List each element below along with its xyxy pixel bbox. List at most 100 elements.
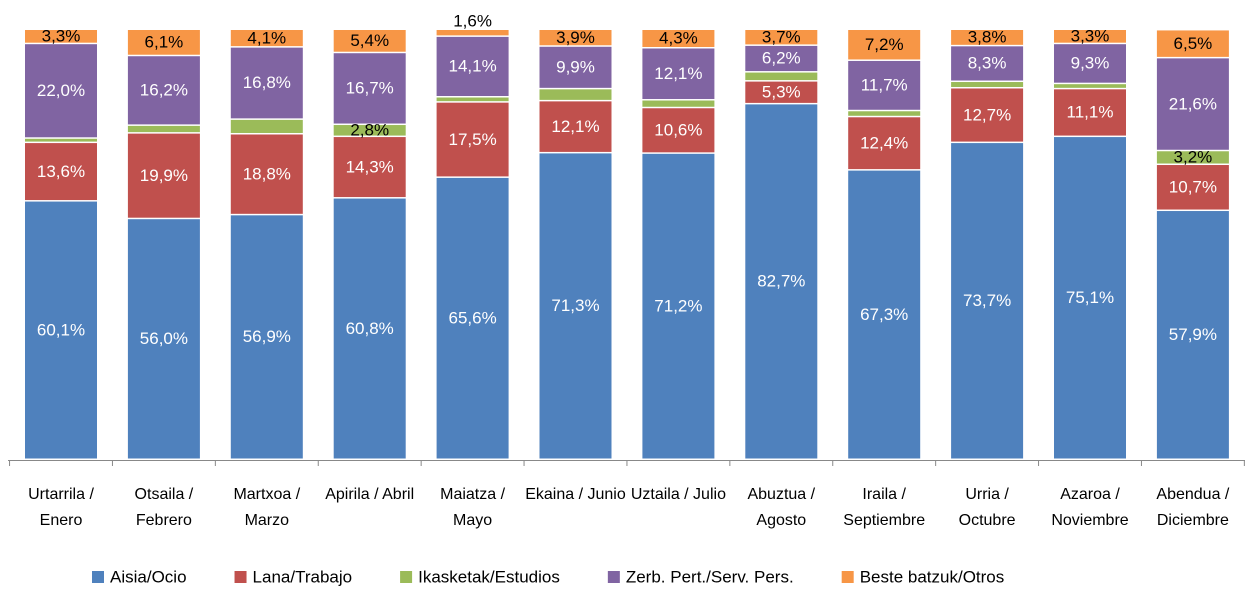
data-label: 4,3%: [659, 29, 698, 48]
bar-segment: [539, 30, 612, 46]
bar-segment: [539, 89, 612, 100]
data-label: 21,6%: [1169, 94, 1217, 113]
data-label: 6,2%: [762, 49, 801, 68]
bar-segment: [436, 177, 509, 459]
bar-segment: [333, 137, 406, 198]
data-label: 5,4%: [350, 31, 389, 50]
bar-segment: [951, 46, 1024, 81]
bar-segment: [1054, 30, 1126, 43]
bar-segment: [1156, 151, 1229, 164]
x-tick-label: Urtarrila / Enero: [28, 486, 94, 529]
legend-label: Ikasketak/Estudios: [418, 567, 560, 586]
bar-segment: [642, 30, 715, 47]
bar-segment: [127, 133, 200, 218]
bar-segment: [848, 117, 921, 170]
data-label: 6,1%: [145, 33, 184, 52]
bar-segment: [25, 143, 97, 201]
data-label: 11,7%: [861, 76, 908, 95]
legend-label: Zerb. Pert./Serv. Pers.: [626, 567, 794, 586]
data-label: 13,6%: [37, 162, 85, 181]
data-label: 7,2%: [865, 35, 904, 54]
data-label: 9,3%: [1071, 54, 1110, 73]
data-label: 4,1%: [247, 28, 286, 47]
bar-segment: [230, 30, 303, 47]
bar-segment: [25, 44, 97, 138]
bar-segment: [1156, 58, 1229, 150]
bar-segment: [230, 47, 303, 119]
bar-segment: [1156, 211, 1229, 459]
bar-segment: [951, 88, 1024, 142]
bar-segment: [127, 56, 200, 125]
legend-label: Beste batzuk/Otros: [860, 567, 1005, 586]
bar-segment: [1156, 165, 1229, 210]
bar-segment: [1054, 84, 1126, 88]
data-label: 2,8%: [350, 121, 389, 140]
bar-segment: [951, 143, 1024, 459]
bar-segment: [1054, 89, 1126, 136]
data-label: 56,0%: [140, 329, 188, 348]
bar-segment: [333, 125, 406, 136]
data-label: 3,3%: [1071, 27, 1110, 46]
bar-segment: [25, 201, 97, 459]
legend-swatch: [607, 571, 620, 583]
data-label: 14,1%: [448, 57, 496, 76]
data-label: 17,5%: [448, 130, 496, 149]
bar-segment: [25, 30, 97, 43]
data-label: 3,2%: [1174, 148, 1213, 167]
legend-label: Aisia/Ocio: [110, 567, 187, 586]
legend-swatch: [400, 571, 413, 583]
bar-segment: [848, 30, 921, 60]
data-label: 82,7%: [757, 272, 805, 291]
data-label: 6,5%: [1174, 34, 1213, 53]
data-label: 16,8%: [243, 73, 291, 92]
bar-segment: [848, 170, 921, 459]
bar-segment: [642, 48, 715, 100]
legend-label: Lana/Trabajo: [253, 567, 353, 586]
data-label: 10,7%: [1169, 178, 1217, 197]
bar-segment: [127, 125, 200, 133]
x-tick-label: Urria / Octubre: [958, 486, 1016, 529]
bar-segment: [642, 153, 715, 459]
data-label: 12,4%: [860, 133, 908, 152]
bar-segment: [436, 30, 509, 36]
bar-segment: [745, 72, 818, 81]
data-label: 12,1%: [551, 117, 599, 136]
x-tick-label: Abuztua / Agosto: [747, 486, 816, 529]
data-label: 60,8%: [346, 319, 394, 338]
x-tick-label: Azaroa / Noviembre: [1051, 486, 1129, 529]
data-label: 10,6%: [654, 121, 702, 140]
data-label: 3,8%: [968, 28, 1007, 47]
bar-segment: [539, 101, 612, 152]
data-label: 14,3%: [346, 157, 394, 176]
data-label: 16,2%: [140, 81, 188, 100]
legend-swatch: [234, 571, 247, 583]
data-label: 8,3%: [968, 54, 1007, 73]
data-label: 75,1%: [1066, 288, 1114, 307]
data-label: 65,6%: [448, 308, 496, 327]
data-label: 56,9%: [243, 327, 291, 346]
bar-segment: [539, 46, 612, 88]
data-label: 73,7%: [963, 291, 1011, 310]
data-label: 1,6%: [453, 11, 492, 30]
data-label: 71,3%: [551, 296, 599, 315]
data-label: 11,1%: [1067, 103, 1114, 122]
x-tick-label: Maiatza / Mayo: [440, 486, 506, 529]
bar-segment: [951, 30, 1024, 45]
bar-segment: [333, 198, 406, 459]
data-label: 18,8%: [243, 164, 291, 183]
bar-segment: [230, 119, 303, 133]
bar-segment: [127, 30, 200, 55]
bar-segment: [1054, 137, 1126, 459]
data-label: 12,1%: [654, 64, 702, 83]
bar-segment: [436, 97, 509, 102]
bar-segment: [951, 82, 1024, 87]
bar-segment: [745, 81, 818, 103]
data-label: 67,3%: [860, 305, 908, 324]
bar-segment: [642, 100, 715, 107]
legend-swatch: [92, 571, 104, 583]
data-label: 12,7%: [963, 105, 1011, 124]
x-tick-label: Otsaila / Febrero: [134, 486, 194, 529]
bar-segment: [539, 153, 612, 459]
bar-segment: [642, 108, 715, 153]
